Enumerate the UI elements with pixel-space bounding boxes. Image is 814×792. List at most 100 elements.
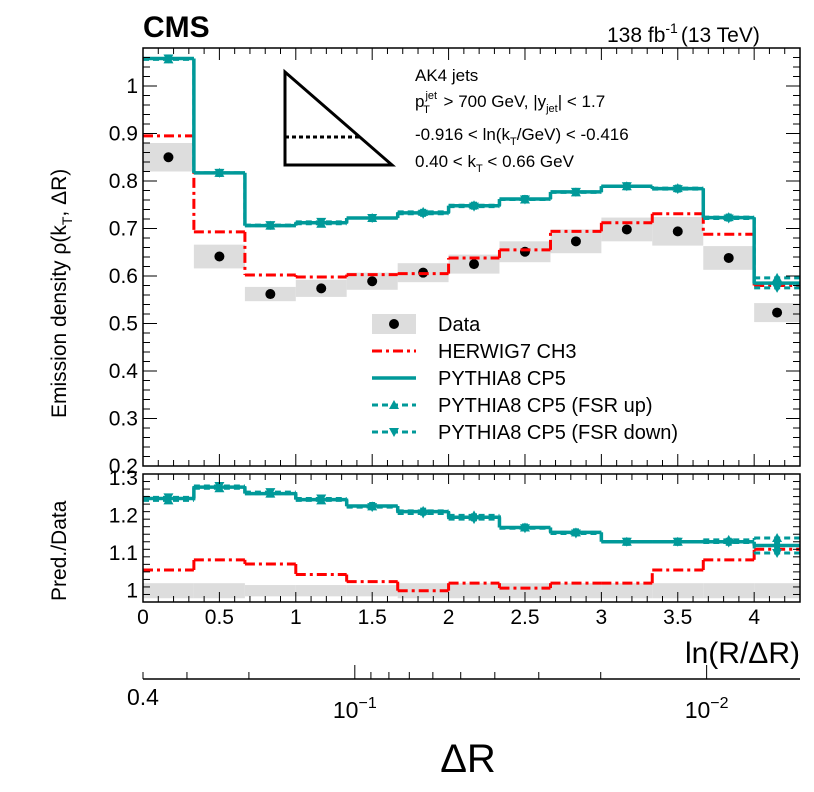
legend-label: Data [438,314,481,336]
series-marker-down [316,217,327,227]
series-marker-down [469,202,480,212]
ratio-panel: 1 1.1 1.2 1.3 0 0.5 1 1.5 2 2.5 3 3.5 4 [109,467,801,629]
series-marker-up [772,272,783,282]
data-point [519,246,530,257]
data-point [265,289,276,300]
x-tick-label: 0.5 [205,606,234,629]
selection-line-1: AK4 jets [415,66,478,85]
legend-label: PYTHIA8 CP5 (FSR down) [438,422,678,444]
data-point [672,226,683,237]
x-tick-label: 2.5 [510,606,539,629]
x-tick-label: 2 [443,606,455,629]
legend-marker-down [389,428,399,437]
x-tick-label: 0 [137,606,149,629]
series-marker-down [316,494,327,504]
series-marker-down [723,214,734,224]
series-marker-down [772,549,783,559]
legend: Data HERWIG7 CH3 PYTHIA8 CP5 PYTHIA8 CP5 (F… [372,314,678,444]
data-band-bin [346,585,398,597]
series-marker-up [772,533,783,542]
series-marker-down [672,537,683,547]
main-y-tick-label: 0.4 [109,360,139,383]
series-marker-down [418,509,429,519]
main-y-axis-title: Emission density ρ(kT, ΔR) [48,169,75,418]
series-marker-down [214,482,225,492]
legend-data-marker [389,319,399,329]
delta-r-tick-label: 10−2 [685,695,729,723]
series-marker-down [214,168,225,178]
series-marker [774,541,781,550]
data-band-bin [295,585,347,597]
data-band-bin [601,583,653,599]
main-y-tick-label: 1 [126,75,138,98]
main-y-tick-label: 0.3 [109,408,138,431]
series-marker-down [519,195,530,205]
series-marker-down [570,187,581,197]
selection-line-3: -0.916 < ln(kT/GeV) < -0.416 [415,125,629,148]
ratio-y-tick-label: 1.1 [109,542,138,565]
data-point [214,251,225,262]
series-marker-down [621,537,632,547]
series-marker-down [469,515,480,525]
cms-label: CMS [143,11,210,44]
series-marker-down [672,185,683,195]
series-marker-down [570,529,581,539]
x-tick-label: 3 [596,606,608,629]
series-marker-down [265,221,276,231]
main-y-tick-label: 0.5 [109,313,138,336]
series-marker-down [519,524,530,534]
delta-r-axis-title: ΔR [440,737,496,781]
data-point [772,307,783,318]
data-point [316,283,327,294]
series-marker-down [621,182,632,192]
x-tick-label: 1.5 [358,606,387,629]
selection-line-4: 0.40 < kT < 0.66 GeV [415,152,575,175]
ratio-y-tick-label: 1.3 [109,467,138,490]
main-y-tick-label: 0.9 [109,123,138,146]
data-point [723,252,734,263]
lund-triangle-icon [283,68,397,167]
x-axis-title: ln(R/ΔR) [685,637,800,670]
legend-label: HERWIG7 CH3 [438,341,577,363]
ratio-y-axis-title: Pred./Data [48,500,71,601]
data-band-bin [193,583,245,599]
delta-r-axis: 0.4 10−1 10−2 [127,665,800,723]
main-y-tick-label: 0.2 [109,455,138,478]
data-band-bin [499,583,551,599]
selection-line-2: pjet T > 700 GeV, |yjet| < 1.7 [415,90,605,116]
luminosity-label: 138 fb-1 (13 TeV) [607,20,760,47]
delta-r-tick-label: 0.4 [127,684,159,710]
legend-marker-up [389,400,399,409]
data-point [469,259,480,270]
legend-label: PYTHIA8 CP5 (FSR up) [438,395,653,417]
series-marker-down [265,488,276,498]
series-marker-down [163,493,174,503]
data-band-bin [652,583,704,599]
data-point [570,236,581,247]
data-band-bin [754,583,800,599]
series-marker-down [723,538,734,548]
data-band-bin [703,583,755,599]
ratio-y-tick-label: 1 [126,580,138,603]
x-tick-label: 3.5 [663,606,692,629]
data-band-bin [244,585,296,597]
ratio-y-tick-label: 1.2 [109,504,138,527]
series-marker-down [367,503,378,513]
delta-r-tick-label: 10−1 [333,695,377,723]
data-band-bin [550,583,602,599]
main-panel: 0.2 0.3 0.4 0.5 0.6 0.7 0.8 0.9 1 [109,47,801,478]
x-tick-label: 1 [290,606,302,629]
series-marker [774,279,781,288]
series-marker-down [163,54,174,64]
data-band-bin [448,583,500,599]
data-point [163,152,174,163]
data-band-bin [143,583,194,599]
data-point [367,276,378,287]
main-y-tick-label: 0.7 [109,218,138,241]
series-marker-down [772,283,783,293]
legend-label: PYTHIA8 CP5 [438,368,566,390]
main-y-tick-label: 0.6 [109,265,138,288]
series-marker-down [367,214,378,224]
x-tick-label: 4 [748,606,760,629]
main-y-tick-label: 0.8 [109,170,138,193]
